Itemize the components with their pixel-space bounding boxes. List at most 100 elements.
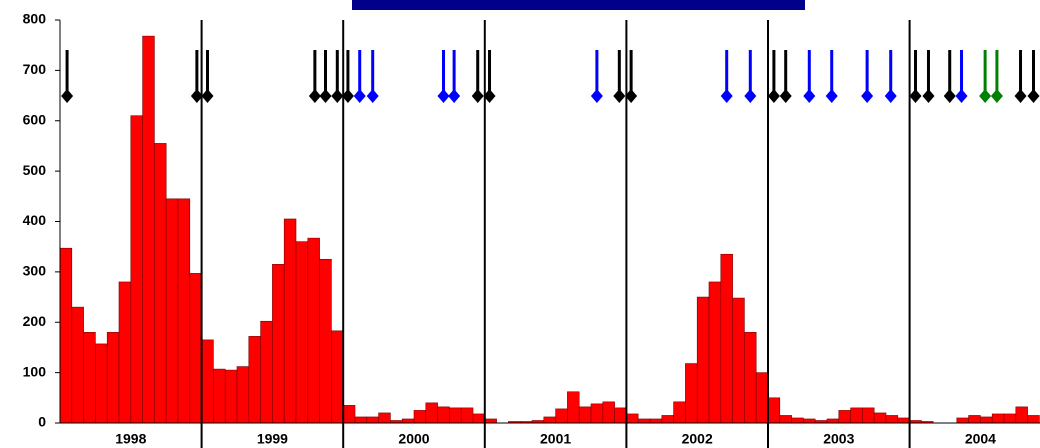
event-arrow	[61, 50, 74, 103]
bar	[744, 332, 757, 424]
bar	[401, 418, 415, 424]
bar	[165, 198, 179, 424]
x-tick-label: 2000	[398, 431, 429, 447]
event-arrow	[201, 50, 214, 103]
bar	[555, 408, 568, 424]
bar	[614, 407, 627, 424]
bar	[130, 115, 143, 424]
bar	[295, 241, 309, 424]
event-arrow	[943, 50, 956, 103]
bar	[803, 418, 816, 424]
bar	[484, 418, 497, 424]
bar	[224, 369, 238, 424]
bar	[779, 415, 792, 424]
bar	[248, 336, 261, 424]
event-arrow	[483, 50, 496, 103]
bar	[685, 363, 698, 424]
bar	[543, 416, 556, 424]
bar	[189, 273, 202, 424]
event-arrow	[319, 50, 332, 103]
bar	[95, 343, 108, 424]
event-arrow	[308, 50, 321, 103]
event-arrow	[437, 50, 450, 103]
y-tick-label: 200	[23, 313, 47, 329]
bar	[71, 306, 84, 424]
event-arrow	[1014, 50, 1027, 103]
bar	[791, 417, 804, 424]
bar	[213, 368, 226, 424]
bar	[755, 372, 769, 424]
x-tick-label: 1998	[115, 431, 146, 447]
bar	[177, 198, 191, 424]
bar	[968, 415, 981, 424]
event-arrow	[744, 50, 757, 103]
event-arrow	[353, 50, 366, 103]
bar	[449, 407, 462, 424]
bar	[862, 407, 875, 424]
bar	[425, 402, 438, 424]
event-arrow	[922, 50, 935, 103]
bar	[720, 253, 733, 424]
bar	[413, 410, 427, 424]
y-tick-label: 300	[23, 263, 47, 279]
y-tick-label: 800	[23, 11, 47, 27]
event-arrow	[861, 50, 874, 103]
event-arrow	[779, 50, 792, 103]
bar	[578, 406, 592, 424]
bar	[142, 35, 155, 424]
event-arrow	[448, 50, 461, 103]
bar	[1003, 413, 1017, 424]
x-tick-label: 1999	[257, 431, 288, 447]
bar	[767, 397, 781, 424]
y-tick-label: 0	[38, 414, 46, 430]
bar	[331, 330, 344, 424]
event-arrow	[990, 50, 1003, 103]
bar	[838, 410, 851, 424]
bar	[991, 413, 1005, 424]
event-arrow	[803, 50, 816, 103]
x-tick-label: 2003	[823, 431, 854, 447]
bar	[885, 415, 899, 424]
bar	[118, 281, 132, 424]
bar	[437, 406, 450, 424]
event-arrow	[909, 50, 922, 103]
x-tick-label: 2001	[540, 431, 571, 447]
x-tick-label: 2002	[682, 431, 713, 447]
bar	[236, 366, 250, 424]
bar	[83, 332, 96, 424]
bar	[850, 407, 863, 424]
y-tick-label: 500	[23, 162, 47, 178]
bar	[956, 417, 969, 424]
bar	[696, 296, 710, 424]
event-arrow	[625, 50, 638, 103]
bar	[673, 401, 686, 424]
bar	[980, 416, 993, 424]
bar	[342, 405, 356, 424]
bar	[106, 332, 120, 424]
bar	[637, 418, 651, 424]
event-arrow	[1027, 50, 1040, 103]
bar	[354, 416, 368, 424]
bar	[272, 264, 285, 424]
bar	[460, 407, 474, 424]
bar	[1027, 415, 1040, 424]
event-arrow	[767, 50, 780, 103]
bar	[897, 417, 910, 424]
y-tick-label: 600	[23, 111, 47, 127]
bar	[472, 413, 486, 424]
bar	[307, 237, 320, 424]
y-tick-label: 700	[23, 61, 47, 77]
bar	[366, 416, 379, 424]
bar	[590, 403, 604, 424]
bar	[602, 401, 615, 424]
bar	[1015, 406, 1028, 424]
y-tick-label: 100	[23, 363, 47, 379]
event-arrow	[613, 50, 626, 103]
bar	[319, 258, 332, 424]
event-arrow	[590, 50, 603, 103]
bar	[732, 297, 745, 424]
event-arrow	[190, 50, 203, 103]
x-tick-label: 2004	[965, 431, 996, 447]
event-arrow	[366, 50, 379, 103]
